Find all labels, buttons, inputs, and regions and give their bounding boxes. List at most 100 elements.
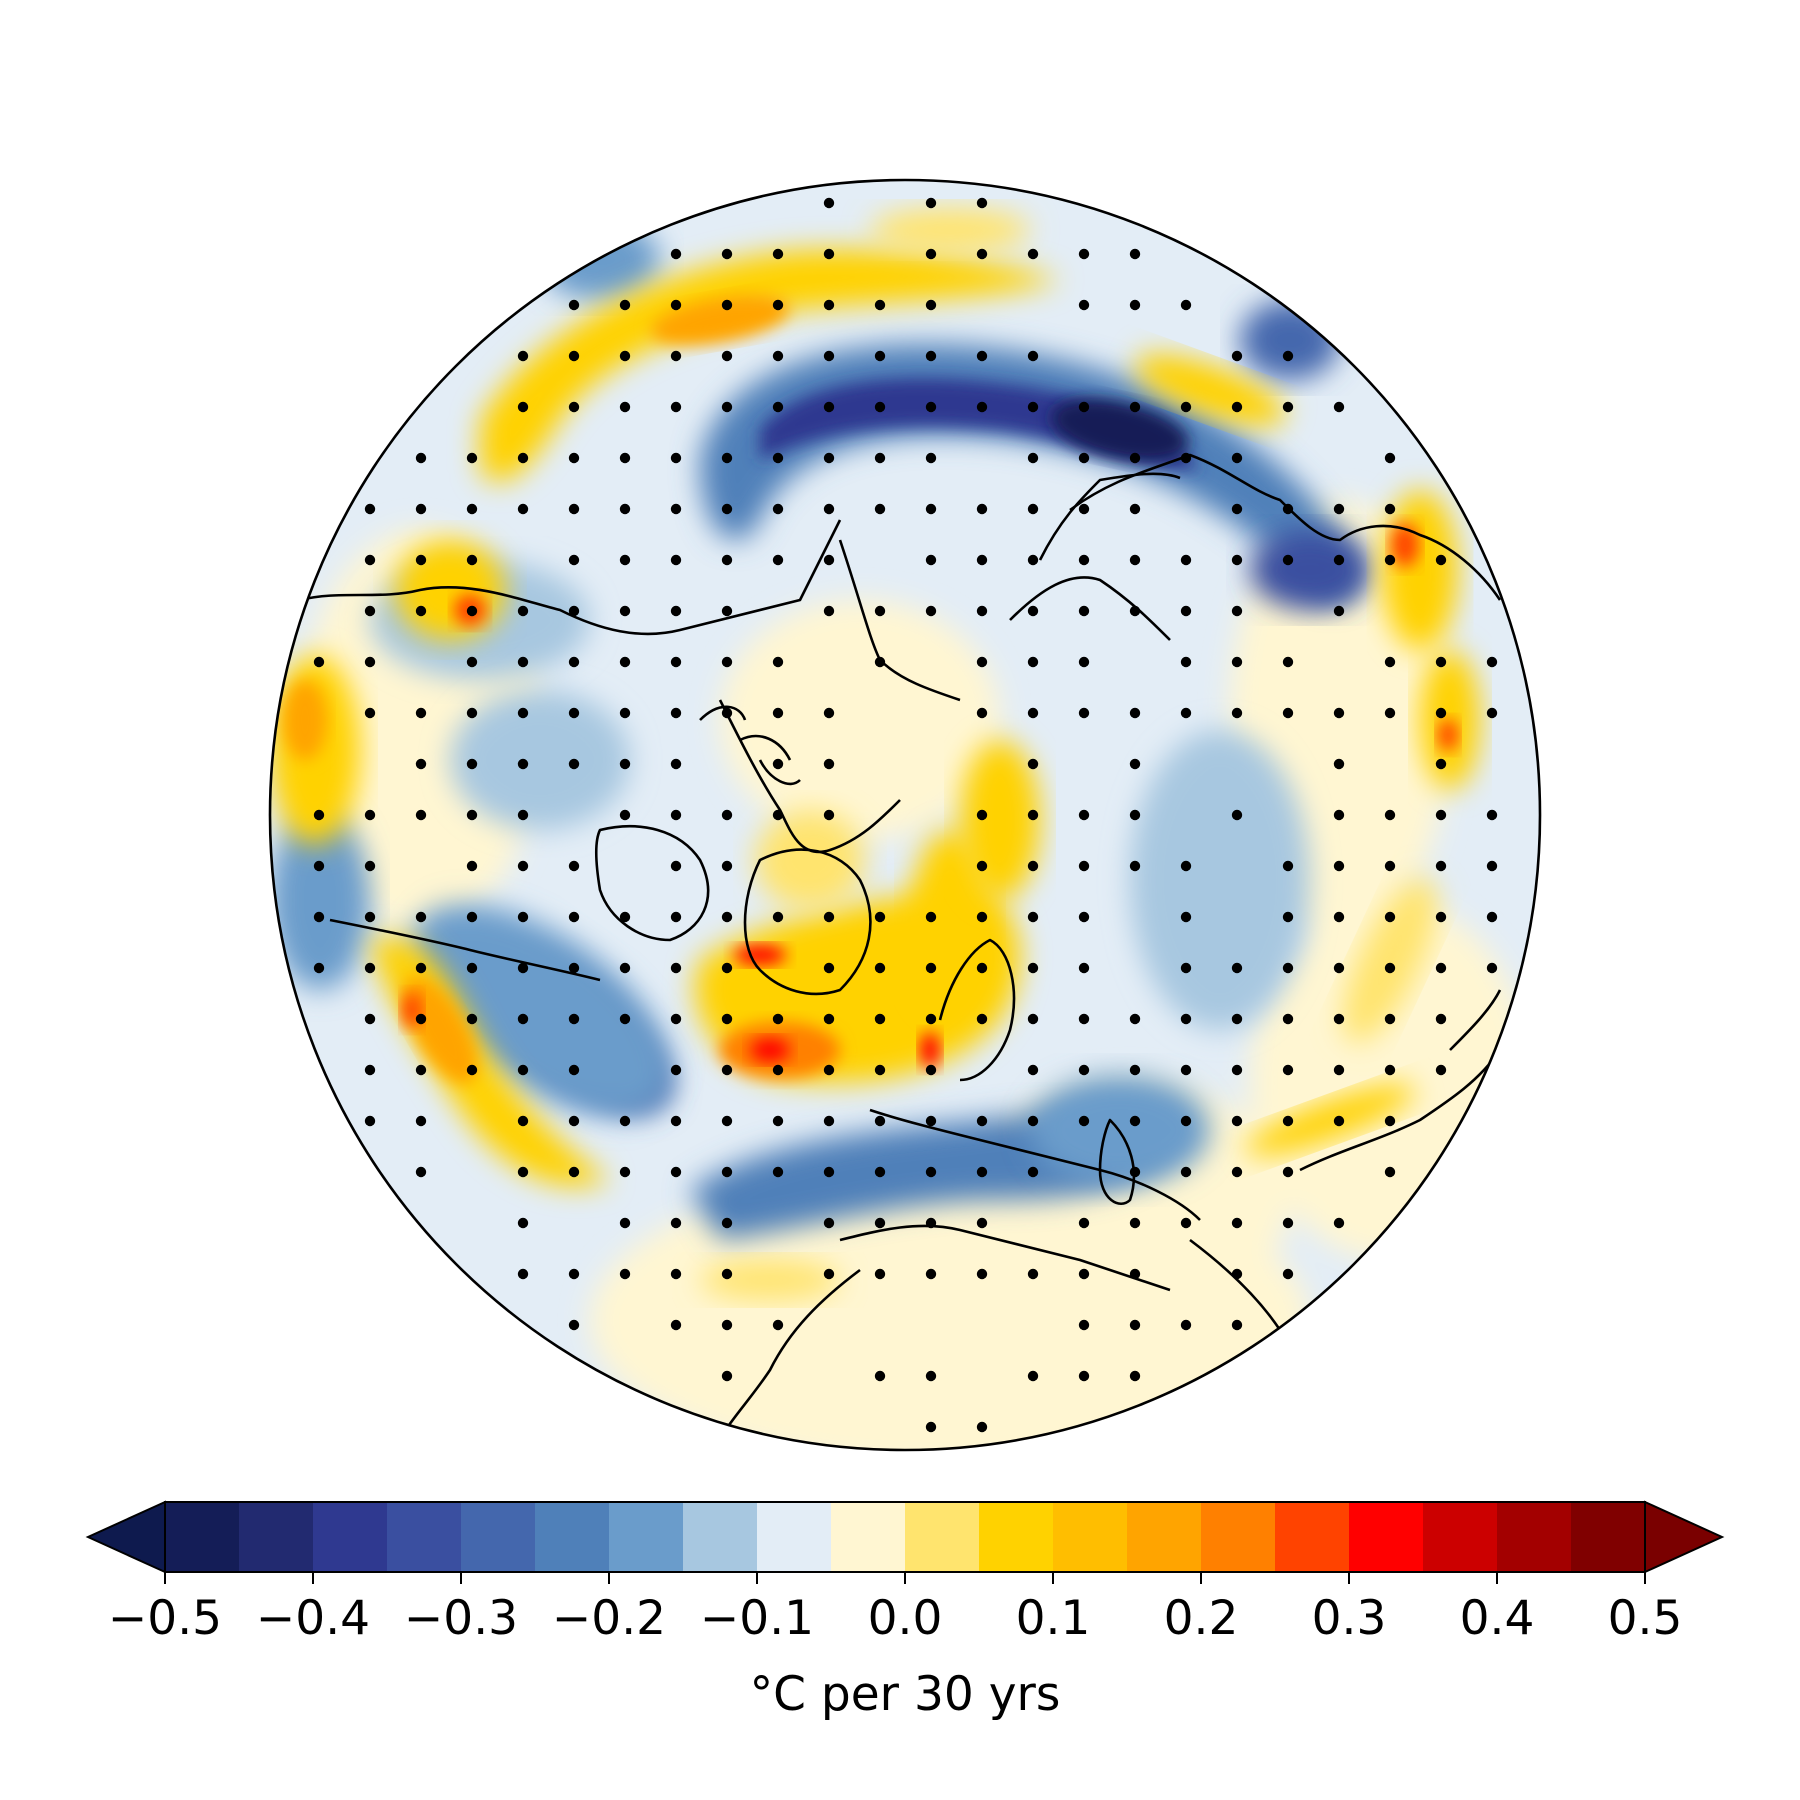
stipple-dot (1435, 707, 1447, 719)
stipple-dot (976, 1013, 988, 1025)
stipple-dot (1078, 605, 1090, 617)
colorbar-segment (609, 1502, 684, 1572)
stipple-dot (823, 605, 835, 617)
stipple-dot (721, 299, 733, 311)
stipple-dot (721, 452, 733, 464)
stipple-dot (1027, 707, 1039, 719)
stipple-dot (976, 1421, 988, 1433)
stipple-dot (1027, 1013, 1039, 1025)
stipple-dot (1078, 1319, 1090, 1331)
stipple-dot (670, 962, 682, 974)
colorbar-tick-label: 0.0 (868, 1591, 943, 1646)
stipple-dot (415, 962, 427, 974)
stipple-dot (1027, 656, 1039, 668)
coast-us-east (329, 918, 601, 982)
stipple-dot (721, 350, 733, 362)
stipple-dot (925, 1064, 937, 1076)
stipple-dot (415, 554, 427, 566)
stipple-dot (1180, 299, 1192, 311)
colorbar-segment (757, 1502, 832, 1572)
asia-warm-streak (1245, 1084, 1415, 1156)
colorbar-segment (313, 1502, 388, 1572)
stipple-dot (1231, 1217, 1243, 1229)
stipple-dot (1435, 554, 1447, 566)
stipple-dot (721, 860, 733, 872)
stipple-dot (415, 809, 427, 821)
stipple-dot (1180, 860, 1192, 872)
stipple-dot (823, 809, 835, 821)
north-pacific-cold-max (1051, 398, 1189, 462)
stipple-dot (772, 1064, 784, 1076)
colorbar-segment (1571, 1502, 1646, 1572)
stipple-dot (1078, 1064, 1090, 1076)
colorbar-tick-label: 0.2 (1164, 1591, 1239, 1646)
stipple-dot (1078, 503, 1090, 515)
stipple-dot (874, 911, 886, 923)
stipple-dot (976, 197, 988, 209)
colorbar-tick-label: 0.4 (1460, 1591, 1535, 1646)
stipple-dot (466, 707, 478, 719)
stipple-dot (1027, 962, 1039, 974)
stipple-dot (313, 911, 325, 923)
stipple-dot (772, 809, 784, 821)
stipple-dot (1129, 809, 1141, 821)
stipple-dot (976, 350, 988, 362)
colorbar-segment (239, 1502, 314, 1572)
coast-asia-north (1009, 576, 1171, 641)
stipple-dot (721, 248, 733, 260)
stipple-dot (1333, 1064, 1345, 1076)
stipple-dot (568, 554, 580, 566)
colorbar-ticks: −0.5 −0.4 −0.3 −0.2 −0.1 0.0 0.1 0.2 0.3 0.4 0.5 (108, 1572, 1682, 1646)
stipple-dot (925, 1013, 937, 1025)
stipple-dot (364, 1115, 376, 1127)
pale-warm-regions (300, 500, 1530, 1450)
stipple-dot (1231, 809, 1243, 821)
stipple-dot (466, 911, 478, 923)
stipple-dot (1027, 1115, 1039, 1127)
coast-north-america-west (299, 519, 842, 636)
stipple-dot (1027, 554, 1039, 566)
stipple-dot (823, 503, 835, 515)
stipple-dot (517, 1268, 529, 1280)
stipple-dot (619, 503, 631, 515)
stipple-dot (874, 1268, 886, 1280)
stipple-dot (925, 1268, 937, 1280)
stipple-dot (772, 1319, 784, 1331)
stipple-dot (976, 605, 988, 617)
stipple-dot (1078, 299, 1090, 311)
stipple-dot (1231, 1268, 1243, 1280)
colorbar-segment (1423, 1502, 1498, 1572)
stipple-dot (772, 503, 784, 515)
stipple-dot (823, 554, 835, 566)
colorbar-segment (1201, 1502, 1276, 1572)
stipple-dot (976, 809, 988, 821)
stipple-dot (1180, 1064, 1192, 1076)
stipple-dot (1384, 962, 1396, 974)
stipple-dot (1129, 1370, 1141, 1382)
stipple-dot (1333, 1013, 1345, 1025)
stipple-dot (925, 452, 937, 464)
stipple-dot (1333, 911, 1345, 923)
alaska-warm (1382, 490, 1458, 650)
stipple-dot (1231, 452, 1243, 464)
atlantic-cold-outer (409, 904, 671, 1116)
stipple-dot (466, 962, 478, 974)
stipple-dot (517, 452, 529, 464)
stipple-dot (1078, 1268, 1090, 1280)
stipple-dot (1027, 1268, 1039, 1280)
stipple-dot (1282, 350, 1294, 362)
stipple-dot (925, 554, 937, 566)
stipple-dot (466, 452, 478, 464)
stipple-dot (1384, 707, 1396, 719)
stipple-dot (517, 656, 529, 668)
barents-warm (960, 740, 1040, 900)
stipple-dot (670, 758, 682, 770)
stipple-dot (772, 1166, 784, 1178)
stipple-dot (670, 809, 682, 821)
stipple-dot (925, 962, 937, 974)
colorbar-tick-label: 0.1 (1016, 1591, 1091, 1646)
stipple-dot (619, 911, 631, 923)
stipple-dot (415, 1166, 427, 1178)
colorbar-segment (1053, 1502, 1128, 1572)
stipple-dot (1435, 911, 1447, 923)
